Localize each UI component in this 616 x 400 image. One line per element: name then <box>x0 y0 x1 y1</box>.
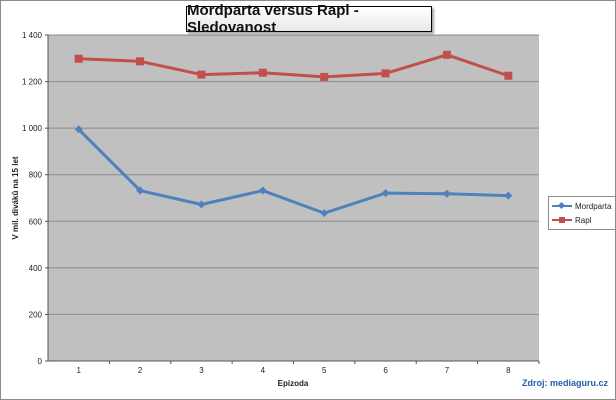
y-axis-ticks: 0 200 400 600 800 1 000 1 200 1 400 <box>22 31 49 366</box>
x-tick-label: 7 <box>445 366 450 375</box>
series-line-rapl <box>78 53 509 79</box>
data-point-rapl <box>504 71 513 80</box>
data-point-mordparta <box>442 189 451 198</box>
data-point-mordparta <box>197 200 206 209</box>
y-tick-label: 200 <box>29 310 43 319</box>
legend: Mordparta Rapl <box>548 196 616 230</box>
x-tick-label: 4 <box>261 366 266 375</box>
legend-swatch-mordparta <box>552 201 572 211</box>
x-tick-label: 8 <box>506 366 511 375</box>
legend-item-rapl: Rapl <box>552 214 591 226</box>
y-axis-title: V mil. diváků na 15 let <box>11 156 20 239</box>
source-credit: Zdroj: mediaguru.cz <box>521 378 608 388</box>
y-tick-label: 1 000 <box>22 124 43 133</box>
data-point-rapl <box>136 57 145 66</box>
data-point-rapl <box>258 68 267 77</box>
data-point-rapl <box>197 70 206 79</box>
plot-area <box>48 35 539 361</box>
y-tick-label: 600 <box>29 217 43 226</box>
series-line-mordparta <box>77 128 509 215</box>
legend-label-mordparta: Mordparta <box>575 201 612 211</box>
y-tick-label: 1 200 <box>22 78 43 87</box>
data-point-rapl <box>381 69 390 78</box>
x-tick-label: 6 <box>383 366 388 375</box>
data-point-rapl <box>442 50 451 59</box>
data-point-mordparta <box>258 186 267 195</box>
y-tick-label: 1 400 <box>22 31 43 40</box>
data-point-mordparta <box>320 209 329 218</box>
legend-label-rapl: Rapl <box>575 215 592 225</box>
x-axis-title: Epizoda <box>278 379 309 388</box>
data-point-mordparta <box>504 191 513 200</box>
y-tick-label: 400 <box>29 264 43 273</box>
data-point-mordparta <box>136 186 145 195</box>
data-point-rapl <box>74 54 83 63</box>
series-group <box>74 50 513 218</box>
x-tick-label: 3 <box>199 366 204 375</box>
x-tick-label: 2 <box>138 366 143 375</box>
legend-swatch-rapl <box>552 215 572 225</box>
x-axis-ticks: 1 2 3 4 5 6 7 8 <box>48 360 540 375</box>
y-tick-label: 0 <box>38 357 43 366</box>
data-point-mordparta <box>74 125 83 134</box>
data-point-rapl <box>320 72 329 81</box>
data-point-mordparta <box>381 189 390 198</box>
legend-item-mordparta: Mordparta <box>552 200 611 212</box>
x-tick-label: 1 <box>76 366 81 375</box>
chart-title: Mordparta versus Rapl - Sledovanost <box>186 2 432 36</box>
x-tick-label: 5 <box>322 366 327 375</box>
y-tick-label: 800 <box>29 171 43 180</box>
